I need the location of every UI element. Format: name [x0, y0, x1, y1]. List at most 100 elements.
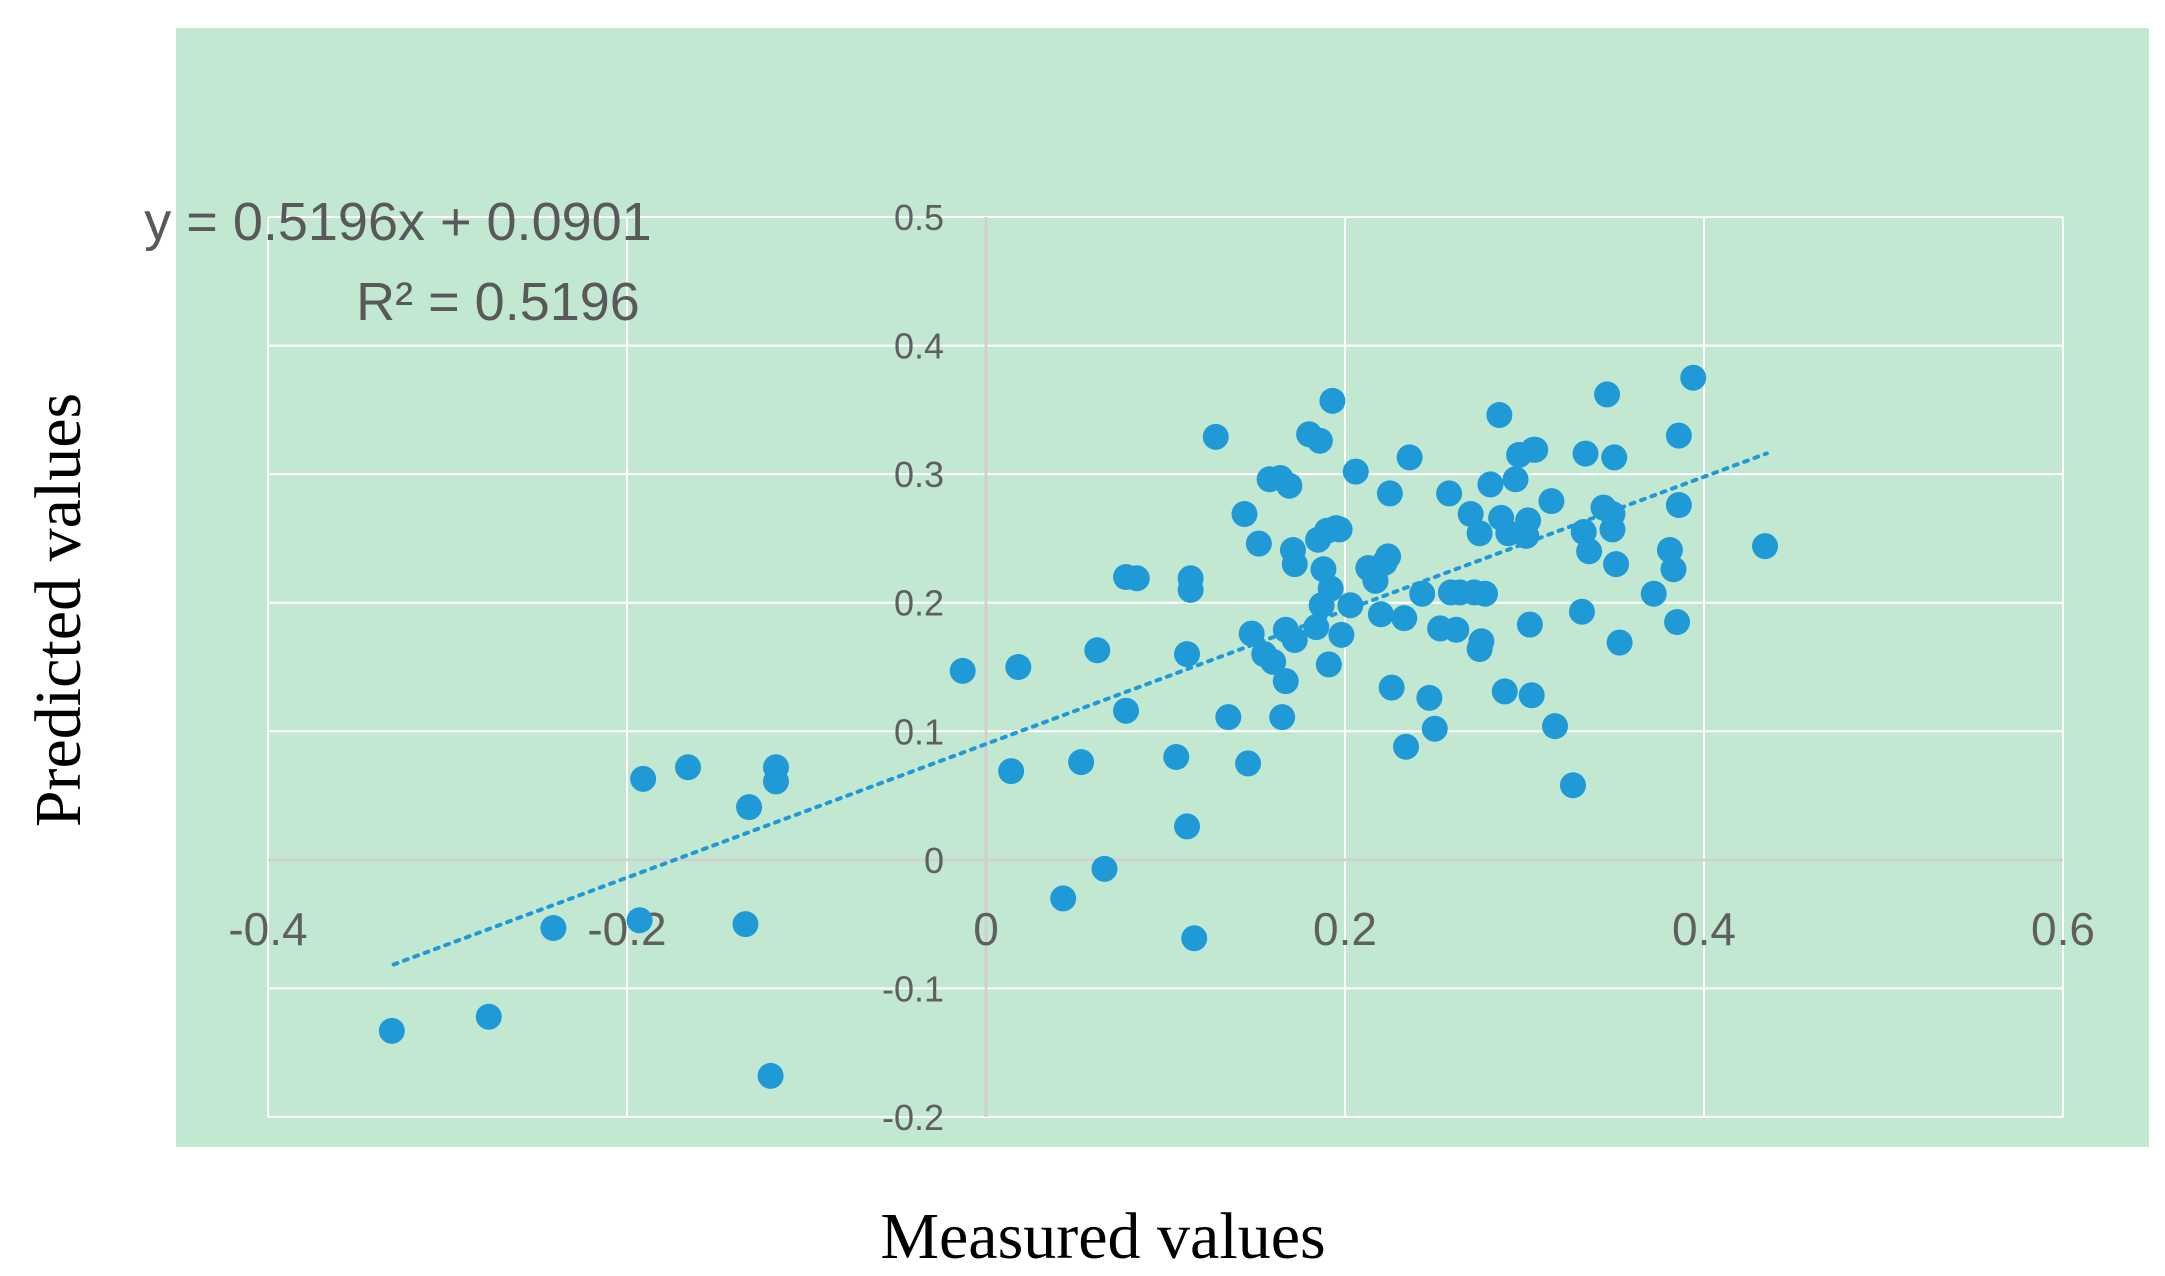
data-point	[1391, 605, 1418, 632]
data-point	[1396, 444, 1423, 471]
data-point	[626, 907, 653, 934]
data-point	[1656, 537, 1683, 563]
plot-background	[176, 28, 2149, 1147]
data-point	[1416, 684, 1443, 711]
data-point	[378, 1017, 405, 1044]
data-point	[1680, 364, 1707, 391]
data-point	[1238, 620, 1265, 647]
tick-labels: -0.4 -0.2 0 0.2 0.4 0.6 -0.2 -0.1 0 0.1 0.2 0.3 0.4 0…	[228, 197, 2095, 1138]
data-point	[1367, 601, 1394, 628]
data-point	[1603, 551, 1630, 578]
data-point	[1457, 501, 1484, 527]
r-squared-label: R² = 0.5196	[356, 272, 640, 332]
y-tick-label: 0.1	[894, 711, 944, 752]
data-point	[1559, 772, 1586, 799]
data-point	[1091, 855, 1118, 882]
data-point	[1326, 516, 1353, 543]
data-point	[1660, 556, 1687, 583]
y-axis-title: Predicted values	[22, 393, 95, 827]
data-points	[378, 364, 1779, 1089]
data-point	[1477, 471, 1504, 498]
data-point	[1376, 480, 1403, 507]
data-point	[1522, 436, 1549, 463]
data-point	[1177, 576, 1204, 603]
x-tick-label: 0.4	[1672, 903, 1736, 955]
data-point	[1466, 520, 1493, 547]
data-point	[1542, 713, 1569, 740]
data-point	[1174, 641, 1201, 668]
data-point	[1640, 580, 1667, 607]
data-point	[1491, 678, 1518, 705]
data-point	[1342, 458, 1369, 485]
data-point	[1123, 565, 1150, 592]
x-axis-title: Measured values	[880, 1200, 1325, 1273]
data-point	[1572, 440, 1599, 467]
data-point	[1163, 744, 1190, 770]
data-point	[1502, 466, 1529, 493]
data-point	[1601, 444, 1628, 471]
x-tick-label: -0.4	[228, 903, 307, 955]
data-point	[1235, 750, 1262, 777]
data-point	[1272, 668, 1299, 695]
data-point	[1538, 488, 1565, 515]
y-tick-label: 0.2	[894, 583, 944, 624]
data-point	[1568, 598, 1595, 625]
data-point	[540, 915, 567, 941]
y-tick-label: -0.2	[882, 1097, 944, 1138]
data-point	[1443, 616, 1470, 643]
data-point	[1050, 885, 1077, 912]
data-point	[736, 794, 763, 821]
y-tick-label: 0.3	[894, 454, 944, 495]
data-point	[1084, 637, 1111, 664]
data-point	[1181, 925, 1208, 952]
data-point	[1518, 682, 1545, 709]
data-point	[1375, 543, 1402, 570]
data-point	[1174, 813, 1201, 840]
data-point	[1436, 480, 1463, 507]
data-point	[1599, 516, 1626, 543]
axes	[268, 217, 2063, 1117]
data-point	[732, 911, 759, 938]
data-point	[1752, 533, 1779, 560]
y-tick-label: -0.1	[882, 968, 944, 1009]
data-point	[1319, 387, 1346, 414]
data-point	[1202, 423, 1229, 450]
data-point	[1068, 749, 1095, 776]
data-point	[1606, 629, 1633, 656]
gridlines	[267, 216, 2064, 1118]
data-point	[998, 758, 1025, 785]
data-point	[675, 754, 702, 781]
trendline-equation: y = 0.5196x + 0.0901	[144, 192, 651, 252]
data-point	[1328, 621, 1355, 648]
data-point	[1231, 501, 1258, 527]
data-point	[1665, 422, 1692, 449]
x-tick-label: 0	[973, 903, 999, 955]
x-tick-label: 0.6	[2031, 903, 2095, 955]
y-tick-label: 0.4	[894, 326, 944, 367]
data-point	[1260, 648, 1287, 675]
x-tick-label: 0.2	[1313, 903, 1377, 955]
data-point	[1281, 551, 1308, 578]
data-point	[475, 1003, 502, 1030]
data-point	[1317, 575, 1344, 602]
data-point	[1005, 654, 1032, 680]
data-point	[1245, 530, 1272, 557]
x-tick-label: -0.2	[587, 903, 666, 955]
data-point	[762, 768, 789, 795]
data-point	[1516, 611, 1543, 638]
data-point	[949, 657, 976, 684]
data-point	[757, 1062, 784, 1089]
data-point	[1409, 580, 1436, 607]
data-point	[630, 765, 657, 792]
data-point	[1665, 492, 1692, 518]
data-point	[1468, 628, 1495, 655]
data-point	[1664, 609, 1691, 635]
data-point	[1576, 538, 1603, 565]
data-point	[1594, 381, 1621, 408]
data-point	[1269, 704, 1296, 731]
data-point	[1113, 697, 1140, 724]
data-point	[1378, 674, 1405, 701]
data-point	[1276, 472, 1303, 499]
data-point	[1421, 715, 1448, 742]
